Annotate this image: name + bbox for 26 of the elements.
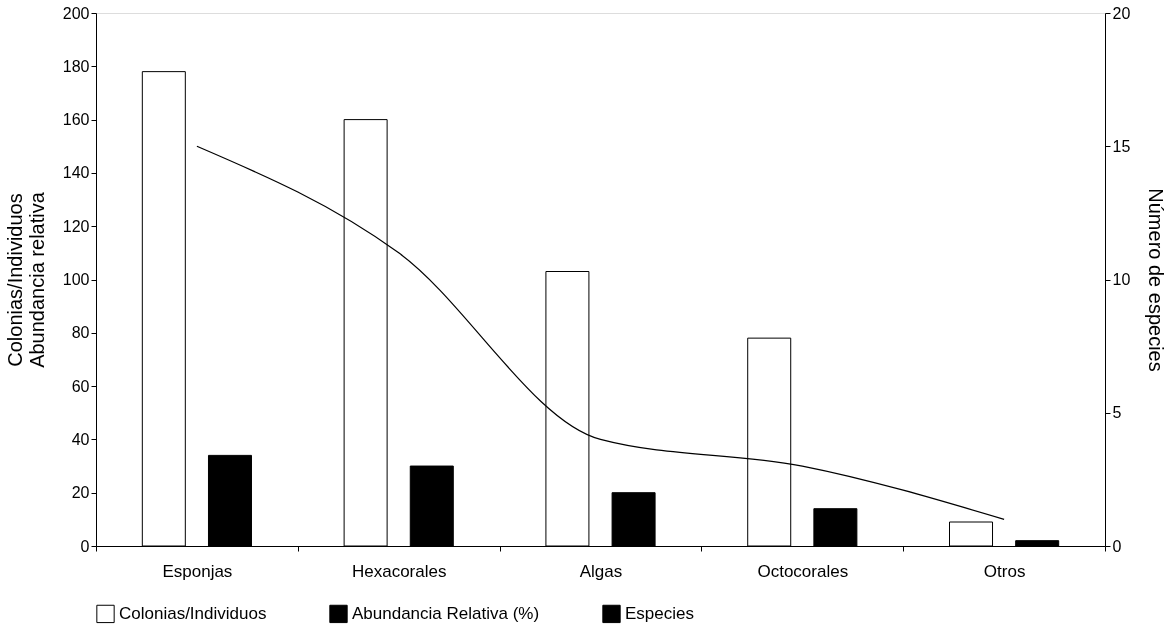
y-tick-label: 160 (62, 111, 90, 129)
y2-tick-label: 20 (1112, 4, 1131, 22)
y-tick-label: 100 (62, 271, 90, 288)
legend-label: Colonias/Individuos (119, 603, 267, 623)
legend-label: Abundancia Relativa (%) (352, 603, 540, 623)
y-tick-label: 60 (71, 377, 90, 395)
y2-tick-label: 5 (1112, 404, 1122, 422)
y-tick-label: 20 (71, 484, 90, 502)
x-tick-label: Otros (983, 561, 1026, 581)
y-tick-label: 200 (62, 4, 90, 22)
y-tick-label: 180 (62, 57, 90, 75)
y2-tick-label: 15 (1112, 137, 1131, 155)
y-axis-title: Colonias/Individuos Abundancia relativa (3, 191, 48, 368)
y-tick-label: 40 (71, 430, 90, 448)
x-tick-label: Hexacorales (351, 561, 447, 581)
y-tick-label: 120 (62, 217, 90, 235)
y-tick-label: 80 (71, 324, 90, 342)
y2-axis-title: Número de especies (1145, 188, 1168, 372)
y-tick-label: 140 (62, 164, 90, 182)
y-tick-label: 0 (80, 537, 90, 555)
y2-tick-label: 0 (1112, 537, 1122, 555)
x-tick-label: Octocorales (757, 561, 849, 581)
x-tick-label: Esponjas (162, 561, 233, 581)
y2-tick-label: 10 (1112, 271, 1131, 288)
legend-label: Especies (625, 603, 694, 623)
x-tick-label: Algas (579, 561, 623, 581)
